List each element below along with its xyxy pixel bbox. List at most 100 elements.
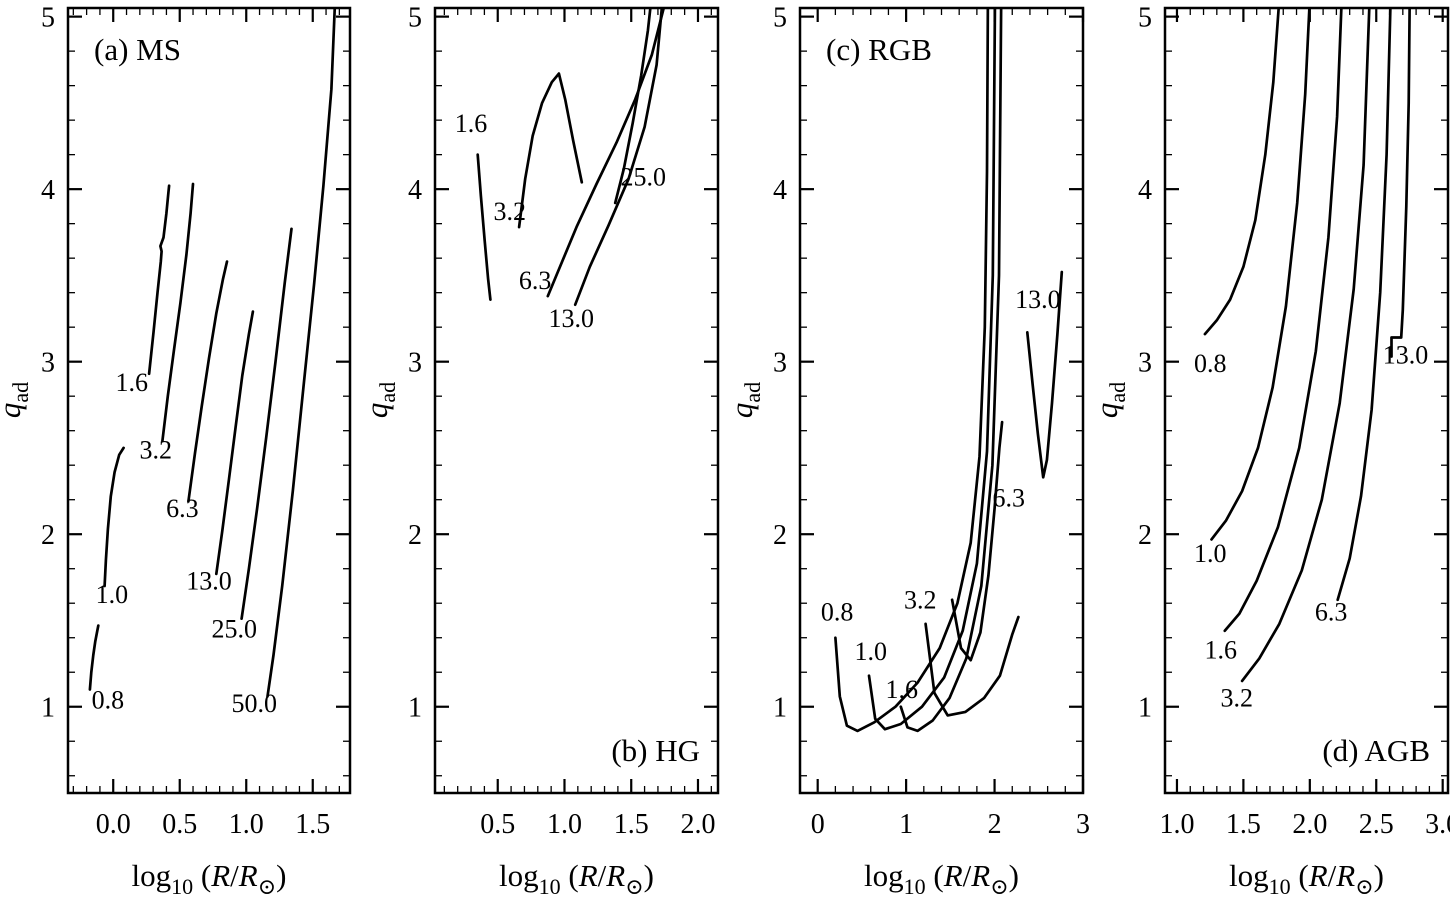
x-tick-label: 1 xyxy=(899,809,913,840)
curve-label-1.6: 1.6 xyxy=(455,109,488,138)
curve-label-0.8: 0.8 xyxy=(92,686,125,715)
curve-3.2 xyxy=(517,72,584,229)
panel-c: 0 1 2 3 1 2 3 4 5 0.81.0 1.6 3.2 6.3 13.0 (c) RGB log10… xyxy=(724,3,1090,899)
x-tick-label: 0 xyxy=(811,809,825,840)
y-tick-label: 2 xyxy=(408,520,422,551)
curve-25.0 xyxy=(613,8,652,205)
curve-label-13.0: 13.0 xyxy=(186,566,232,595)
y-tick-label: 4 xyxy=(41,175,55,206)
curve-label-13.0: 13.0 xyxy=(1383,340,1429,369)
curve-13.0 xyxy=(1390,8,1411,358)
y-tick-label: 1 xyxy=(408,693,422,724)
axes-frame xyxy=(1163,6,1450,795)
y-tick-label: 4 xyxy=(773,175,787,206)
curve-3.2 xyxy=(1240,8,1371,683)
curve-6.3 xyxy=(546,8,666,298)
x-tick-label: 0.5 xyxy=(480,809,515,840)
curve-0.8 xyxy=(834,8,990,733)
x-axis-label: log10 (R/R⊙) xyxy=(864,858,1019,899)
y-tick-label: 2 xyxy=(1138,520,1152,551)
y-tick-label: 1 xyxy=(1138,693,1152,724)
curve-25.0 xyxy=(240,227,293,621)
curve-6.3 xyxy=(187,260,229,503)
curve-1.6 xyxy=(476,153,492,301)
curve-label-1.0: 1.0 xyxy=(1194,539,1227,568)
axes-frame xyxy=(433,6,720,795)
curve-13.0 xyxy=(214,310,255,576)
curve-label-3.2: 3.2 xyxy=(904,585,937,614)
axes-frame xyxy=(798,6,1085,795)
curve-label-1.6: 1.6 xyxy=(116,368,149,397)
curve-13.0 xyxy=(1025,270,1064,479)
curve-13.0 xyxy=(573,8,664,307)
y-axis-label: qad xyxy=(1089,382,1130,418)
y-tick-label: 1 xyxy=(41,693,55,724)
curve-label-1.0: 1.0 xyxy=(855,637,888,666)
panel-a: 0.0 0.5 1.0 1.5 1 2 3 4 5 0.8 1.0 1.6 3.2 6.3 13.0 25.0… xyxy=(0,3,352,899)
panel-label: (a) MS xyxy=(94,32,181,67)
x-tick-label: 2.0 xyxy=(1292,809,1327,840)
curve-label-3.2: 3.2 xyxy=(494,197,527,226)
y-tick-label: 5 xyxy=(773,3,787,34)
curve-label-6.3: 6.3 xyxy=(1315,598,1348,627)
panel-label: (c) RGB xyxy=(826,32,932,67)
x-axis-label: log10 (R/R⊙) xyxy=(499,858,654,899)
x-tick-label: 2.0 xyxy=(680,809,715,840)
curve-label-6.3: 6.3 xyxy=(992,484,1025,513)
y-axis-label: qad xyxy=(724,382,765,418)
y-tick-label: 2 xyxy=(773,520,787,551)
curve-1.0 xyxy=(103,446,125,588)
x-tick-label: 1.0 xyxy=(1159,809,1194,840)
panel-b: 0.5 1.0 1.5 2.0 1 2 3 4 5 1.6 3.2 6.3 13.0 25.0 (b) HG… xyxy=(359,3,720,899)
curve-label-3.2: 3.2 xyxy=(1220,684,1253,713)
curve-label-13.0: 13.0 xyxy=(548,304,594,333)
x-tick-label: 1.0 xyxy=(229,809,264,840)
curve-0.8 xyxy=(1203,8,1281,336)
curve-label-50.0: 50.0 xyxy=(231,689,277,718)
x-tick-label: 3 xyxy=(1076,809,1090,840)
curve-label-0.8: 0.8 xyxy=(1194,349,1227,378)
curve-label-0.8: 0.8 xyxy=(821,598,854,627)
y-axis-label: qad xyxy=(359,382,400,418)
x-tick-label: 0.0 xyxy=(96,809,131,840)
curve-label-25.0: 25.0 xyxy=(620,163,666,192)
panel-label: (b) HG xyxy=(611,733,700,768)
curve-label-13.0: 13.0 xyxy=(1015,285,1061,314)
curve-label-1.0: 1.0 xyxy=(96,580,129,609)
curve-3.2 xyxy=(924,615,1020,717)
x-tick-label: 1.5 xyxy=(614,809,649,840)
curve-0.8 xyxy=(88,624,100,691)
curve-3.2 xyxy=(161,182,195,443)
curve-6.3 xyxy=(950,420,1004,662)
curve-6.3 xyxy=(1336,8,1392,602)
y-tick-label: 4 xyxy=(408,175,422,206)
y-axis-label: qad xyxy=(0,382,33,418)
curve-label-25.0: 25.0 xyxy=(212,615,258,644)
x-axis-label: log10 (R/R⊙) xyxy=(132,858,287,899)
y-tick-label: 2 xyxy=(41,520,55,551)
panel-d: 1.0 1.5 2.0 2.5 3.0 1 2 3 4 5 0.8 1.0 1.6 3.2 6.3 13.0 (… xyxy=(1089,3,1450,899)
y-tick-label: 3 xyxy=(773,348,787,379)
y-tick-label: 1 xyxy=(773,693,787,724)
x-tick-label: 3.0 xyxy=(1425,809,1450,840)
curve-label-6.3: 6.3 xyxy=(519,266,552,295)
x-tick-label: 1.0 xyxy=(547,809,582,840)
y-tick-label: 3 xyxy=(1138,348,1152,379)
curve-1.6 xyxy=(899,8,1003,733)
x-tick-label: 0.5 xyxy=(162,809,197,840)
curve-1.0 xyxy=(867,8,997,731)
x-tick-label: 2.5 xyxy=(1359,809,1394,840)
curve-label-6.3: 6.3 xyxy=(166,494,199,523)
y-tick-label: 5 xyxy=(408,3,422,34)
y-tick-label: 4 xyxy=(1138,175,1152,206)
y-tick-label: 5 xyxy=(41,3,55,34)
x-tick-label: 1.5 xyxy=(295,809,330,840)
axes-frame xyxy=(66,6,352,795)
curve-50.0 xyxy=(266,8,337,698)
x-tick-label: 1.5 xyxy=(1226,809,1261,840)
curve-1.6 xyxy=(1223,8,1343,633)
y-tick-label: 3 xyxy=(41,348,55,379)
x-axis-label: log10 (R/R⊙) xyxy=(1229,858,1384,899)
